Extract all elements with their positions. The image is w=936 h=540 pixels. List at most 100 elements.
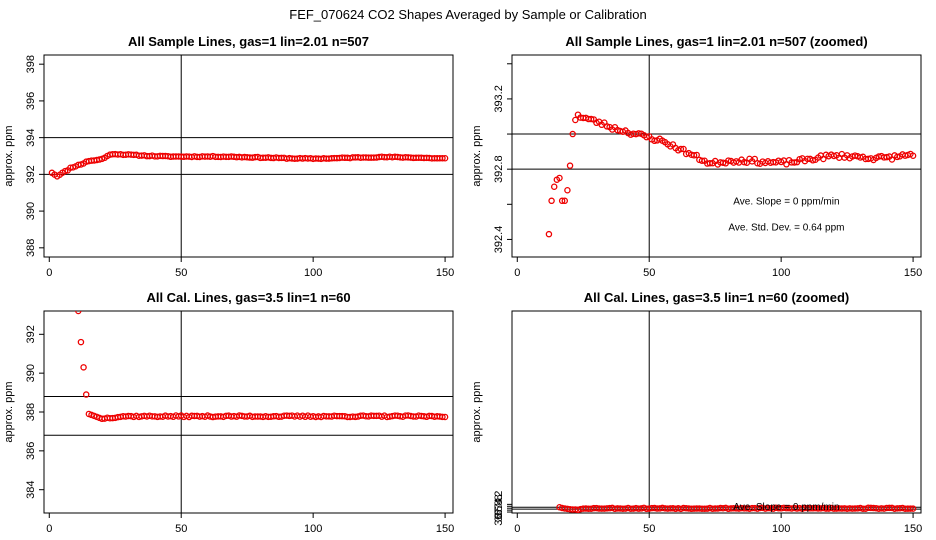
data-point xyxy=(851,152,859,159)
reference-lines xyxy=(512,311,921,513)
annotation: Ave. Slope = 0 ppm/min xyxy=(733,502,839,513)
data-point xyxy=(545,230,553,238)
data-point xyxy=(791,159,798,166)
y-tick-label: 388 xyxy=(25,403,37,421)
x-tick-label: 0 xyxy=(46,523,52,535)
y-axis-label: approx. ppm xyxy=(471,125,483,186)
x-tick-label: 150 xyxy=(904,523,922,535)
data-points xyxy=(48,150,449,180)
data-point xyxy=(635,130,642,137)
data-point xyxy=(75,311,82,315)
chart-panel-1: All Sample Lines, gas=1 lin=2.01 n=507 0 5… xyxy=(3,34,454,279)
x-tick-label: 100 xyxy=(772,523,790,535)
data-point xyxy=(603,123,611,130)
data-point xyxy=(77,338,85,346)
data-point xyxy=(698,157,706,164)
plot-frame xyxy=(43,310,454,514)
data-points xyxy=(75,311,449,423)
data-point xyxy=(439,154,446,162)
y-tick-label: 386 xyxy=(25,442,37,460)
y-tick-label: 367.8 xyxy=(493,494,505,522)
plot-frame xyxy=(511,310,922,514)
panel-title: All Cal. Lines, gas=3.5 lin=1 n=60 (zoom… xyxy=(584,290,850,305)
annotation: Ave. Std. Dev. = 0.64 ppm xyxy=(728,223,844,234)
y-tick-label: 392.4 xyxy=(493,226,505,254)
y-tick-label: 368.2 xyxy=(493,491,505,519)
data-point xyxy=(909,505,917,512)
data-point xyxy=(909,152,917,160)
y-tick-label: 396 xyxy=(25,92,37,110)
plot-frame xyxy=(511,54,922,258)
data-point xyxy=(706,159,714,167)
x-tick-label: 100 xyxy=(772,267,790,279)
y-tick-label: 390 xyxy=(25,364,37,382)
data-point xyxy=(725,157,732,164)
panel-title: All Sample Lines, gas=1 lin=2.01 n=507 (… xyxy=(565,34,867,49)
chart-panels: All Sample Lines, gas=1 lin=2.01 n=507 0 5… xyxy=(3,34,922,535)
x-tick-label: 0 xyxy=(514,523,520,535)
data-point xyxy=(572,116,579,124)
y-tick-label: 392.8 xyxy=(493,155,505,183)
data-point xyxy=(566,162,574,169)
y-axis-label: approx. ppm xyxy=(471,381,483,442)
y-tick-label: 393.2 xyxy=(493,85,505,113)
data-point xyxy=(564,187,571,194)
x-tick-label: 100 xyxy=(304,523,322,535)
x-tick-label: 100 xyxy=(304,267,322,279)
x-tick-label: 0 xyxy=(514,267,520,279)
data-point xyxy=(82,391,90,398)
x-tick-label: 150 xyxy=(904,267,922,279)
reference-lines xyxy=(512,55,921,257)
y-tick-label: 392 xyxy=(25,165,37,183)
data-point xyxy=(719,159,727,166)
y-tick-label: 398 xyxy=(25,55,37,73)
x-tick-label: 150 xyxy=(436,523,454,535)
data-point xyxy=(569,130,576,138)
data-point xyxy=(80,364,87,371)
plot-frame xyxy=(43,54,454,258)
data-point xyxy=(883,153,890,161)
x-tick-label: 50 xyxy=(643,267,655,279)
y-tick-label: 394 xyxy=(25,128,37,146)
data-point xyxy=(894,153,901,161)
data-point xyxy=(651,137,658,145)
panel-title: All Sample Lines, gas=1 lin=2.01 n=507 xyxy=(128,34,369,49)
data-point xyxy=(690,152,698,159)
y-axis-label: approx. ppm xyxy=(3,125,15,186)
x-tick-label: 150 xyxy=(436,267,454,279)
panel-title: All Cal. Lines, gas=3.5 lin=1 n=60 xyxy=(146,290,350,305)
data-point xyxy=(587,115,595,123)
data-point xyxy=(907,505,914,512)
data-point xyxy=(693,151,700,159)
reference-lines xyxy=(44,311,453,513)
annotation: Ave. Slope = 0 ppm/min xyxy=(733,196,839,207)
y-axis-label: approx. ppm xyxy=(3,381,15,442)
x-tick-label: 50 xyxy=(175,523,187,535)
y-tick-label: 392 xyxy=(25,325,37,343)
data-point xyxy=(441,154,449,162)
y-tick-label: 388 xyxy=(25,239,37,257)
x-tick-label: 50 xyxy=(175,267,187,279)
x-tick-label: 0 xyxy=(46,267,52,279)
data-points xyxy=(556,503,917,513)
data-point xyxy=(441,413,449,421)
data-point xyxy=(439,413,446,421)
figure-title: FEF_070624 CO2 Shapes Averaged by Sample… xyxy=(289,7,646,22)
data-points xyxy=(545,111,917,238)
data-point xyxy=(740,158,748,166)
data-point xyxy=(680,145,687,153)
y-tick-label: 384 xyxy=(25,481,37,499)
chart-panel-3: All Cal. Lines, gas=3.5 lin=1 n=60 0 50 100… xyxy=(3,290,454,535)
data-point xyxy=(809,157,817,164)
chart-panel-2: All Sample Lines, gas=1 lin=2.01 n=507 (… xyxy=(471,34,922,279)
y-tick-label: 367.4 xyxy=(493,498,505,526)
data-point xyxy=(548,197,555,205)
data-point xyxy=(556,174,563,182)
chart-panel-4: All Cal. Lines, gas=3.5 lin=1 n=60 (zoom… xyxy=(471,290,922,535)
data-point xyxy=(558,197,566,205)
y-tick-label: 390 xyxy=(25,202,37,220)
data-point xyxy=(561,197,569,205)
data-point xyxy=(550,183,558,190)
data-point xyxy=(677,145,685,153)
